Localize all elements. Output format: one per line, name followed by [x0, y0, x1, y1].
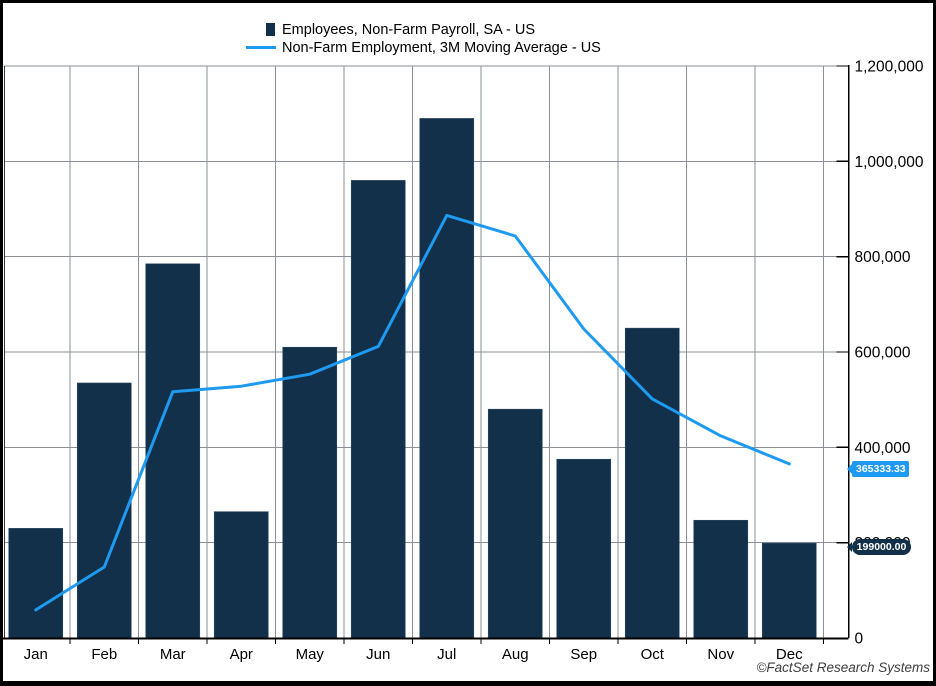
line-series-swatch-icon: [246, 46, 276, 49]
x-axis-label: May: [296, 646, 325, 663]
bar-sep: [556, 458, 612, 639]
y-axis-label: 800,000: [855, 249, 911, 266]
bar-jan: [8, 528, 64, 639]
x-axis-label: Dec: [776, 646, 803, 663]
bar-nov: [693, 519, 749, 639]
line-last-value-callout: 365333.33: [847, 461, 909, 477]
x-axis-label: Sep: [570, 646, 597, 663]
x-axis-label: Jan: [24, 646, 48, 663]
legend-item-line-series: Non-Farm Employment, 3M Moving Average -…: [246, 39, 601, 56]
bar-mar: [145, 263, 201, 639]
bar-oct: [624, 327, 680, 639]
moving-average-line: [34, 213, 791, 612]
y-axis-label: 0: [855, 631, 864, 648]
bar-last-value-callout: 199000.00: [847, 539, 911, 555]
x-axis-label: Aug: [502, 646, 529, 663]
y-axis-label: 1,000,000: [855, 154, 924, 171]
x-axis-label: Feb: [91, 646, 117, 663]
y-axis-label: 600,000: [855, 345, 911, 362]
bar-apr: [213, 511, 269, 639]
bar-series-swatch-icon: [266, 23, 275, 36]
bar-feb: [76, 382, 132, 639]
legend: Employees, Non-Farm Payroll, SA - US Non…: [246, 21, 601, 56]
y-axis-label: 1,200,000: [855, 59, 924, 76]
x-axis-label: Nov: [707, 646, 734, 663]
x-axis-label: Jun: [366, 646, 390, 663]
x-axis-label: Jul: [437, 646, 456, 663]
x-axis-label: Oct: [641, 646, 665, 663]
bar-may: [282, 346, 338, 639]
bar-jul: [419, 118, 475, 639]
legend-label-bar-series: Employees, Non-Farm Payroll, SA - US: [282, 21, 536, 38]
y-axis-label: 400,000: [855, 440, 911, 457]
bar-jun: [350, 180, 406, 639]
factset-attribution: ©FactSet Research Systems: [756, 660, 930, 675]
legend-item-bar-series: Employees, Non-Farm Payroll, SA - US: [246, 21, 601, 38]
x-axis-label: Apr: [230, 646, 253, 663]
legend-label-line-series: Non-Farm Employment, 3M Moving Average -…: [282, 39, 601, 56]
bar-aug: [487, 408, 543, 639]
bar-dec: [761, 542, 817, 639]
x-axis-label: Mar: [160, 646, 186, 663]
